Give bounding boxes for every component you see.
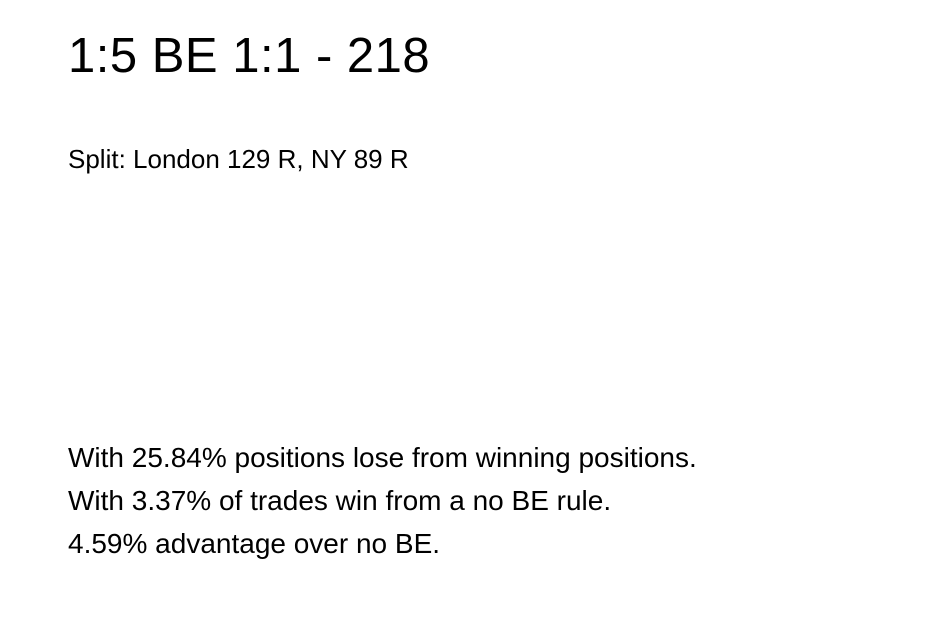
slide-title: 1:5 BE 1:1 - 218 [68,29,431,83]
slide-subtitle: Split: London 129 R, NY 89 R [68,144,409,174]
body-line-winning-percentage: With 3.37% of trades win from a no BE ru… [68,485,612,516]
slide-body: With 25.84% positions lose from winning … [68,436,697,565]
body-line-advantage: 4.59% advantage over no BE. [68,528,441,559]
body-line-losing-percentage: With 25.84% positions lose from winning … [68,442,697,473]
